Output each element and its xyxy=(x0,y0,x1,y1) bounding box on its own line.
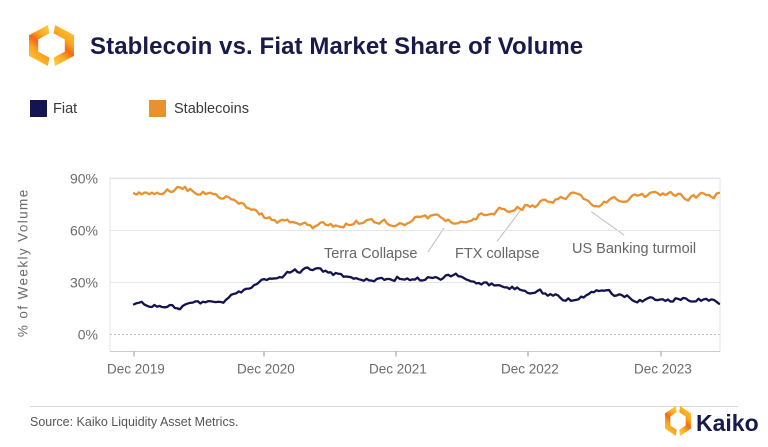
svg-text:Dec 2022: Dec 2022 xyxy=(501,362,559,377)
svg-text:90%: 90% xyxy=(70,171,98,187)
svg-text:60%: 60% xyxy=(70,223,98,239)
svg-text:Dec 2019: Dec 2019 xyxy=(107,362,165,377)
svg-text:Dec 2021: Dec 2021 xyxy=(369,362,427,377)
svg-text:0%: 0% xyxy=(78,327,98,343)
svg-text:Dec 2023: Dec 2023 xyxy=(634,362,692,377)
svg-text:Dec 2020: Dec 2020 xyxy=(237,362,295,377)
svg-text:30%: 30% xyxy=(70,275,98,291)
